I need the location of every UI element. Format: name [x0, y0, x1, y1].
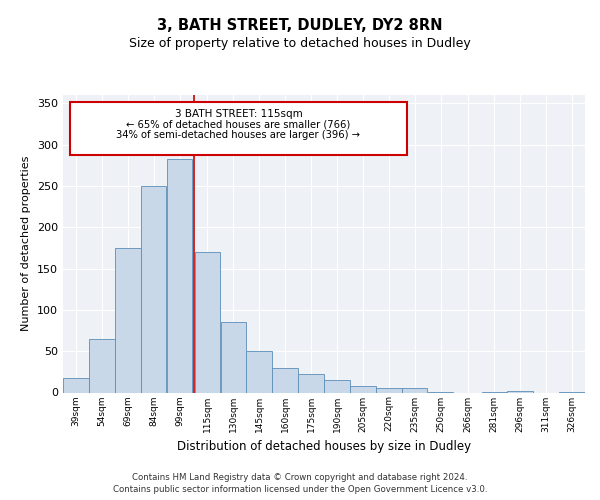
Bar [89, 339, 115, 392]
Bar [63, 378, 89, 392]
Text: 3 BATH STREET: 115sqm: 3 BATH STREET: 115sqm [175, 109, 302, 119]
Bar [115, 248, 140, 392]
Bar [298, 374, 324, 392]
Bar [350, 386, 376, 392]
Bar [376, 388, 401, 392]
Text: 34% of semi-detached houses are larger (396) →: 34% of semi-detached houses are larger (… [116, 130, 361, 140]
Bar [194, 252, 220, 392]
Text: Contains HM Land Registry data © Crown copyright and database right 2024.: Contains HM Land Registry data © Crown c… [132, 472, 468, 482]
Text: Contains public sector information licensed under the Open Government Licence v3: Contains public sector information licen… [113, 485, 487, 494]
Bar [141, 186, 166, 392]
X-axis label: Distribution of detached houses by size in Dudley: Distribution of detached houses by size … [177, 440, 471, 453]
Bar [247, 351, 272, 393]
Text: Size of property relative to detached houses in Dudley: Size of property relative to detached ho… [129, 38, 471, 51]
Text: ← 65% of detached houses are smaller (766): ← 65% of detached houses are smaller (76… [127, 120, 350, 130]
Bar [402, 388, 427, 392]
Bar [272, 368, 298, 392]
Bar [508, 391, 533, 392]
FancyBboxPatch shape [70, 102, 407, 154]
Bar [167, 158, 193, 392]
Bar [324, 380, 350, 392]
Text: 3, BATH STREET, DUDLEY, DY2 8RN: 3, BATH STREET, DUDLEY, DY2 8RN [157, 18, 443, 32]
Bar [221, 322, 246, 392]
Y-axis label: Number of detached properties: Number of detached properties [22, 156, 31, 332]
